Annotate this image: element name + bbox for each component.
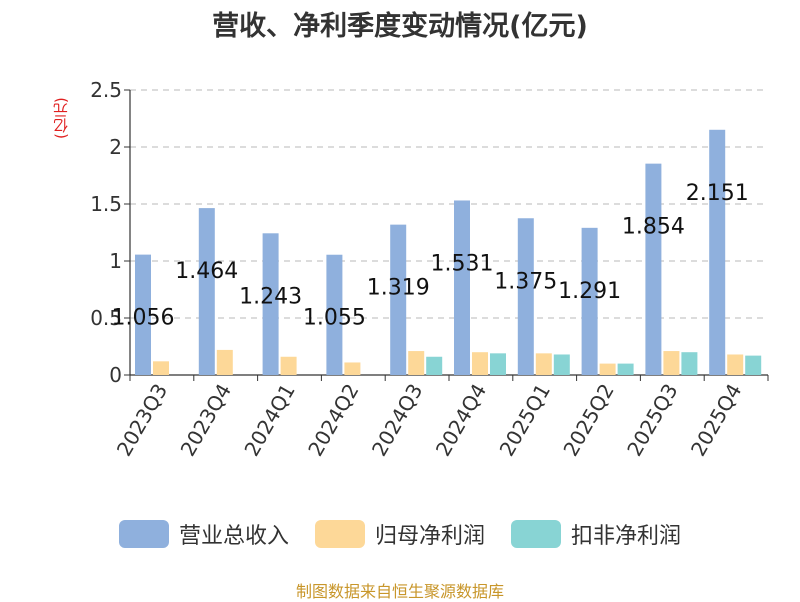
legend-swatch <box>511 520 561 548</box>
bar-net-profit <box>535 353 552 375</box>
data-label: 1.854 <box>622 215 685 240</box>
x-tick-label: 2023Q3 <box>112 380 172 461</box>
x-tick-label: 2024Q1 <box>239 380 299 461</box>
x-tick-label: 2024Q4 <box>431 380 491 461</box>
x-tick-label: 2025Q1 <box>495 380 555 461</box>
y-tick-label: 0 <box>109 363 122 387</box>
bar-deducted-net-profit <box>553 354 570 375</box>
bar-net-profit <box>280 356 297 375</box>
y-tick-label: 2 <box>109 135 122 159</box>
bar-net-profit <box>663 351 680 375</box>
x-tick-label: 2025Q4 <box>686 380 746 461</box>
data-label: 1.056 <box>112 306 175 331</box>
legend-label: 扣非净利润 <box>571 524 682 549</box>
bar-revenue <box>198 208 215 375</box>
bar-deducted-net-profit <box>490 353 506 375</box>
x-tick-label: 2025Q2 <box>558 380 618 461</box>
legend-swatch <box>314 520 365 548</box>
bar-revenue <box>135 254 151 375</box>
bar-net-profit <box>153 361 169 375</box>
bar-revenue <box>517 218 534 375</box>
x-tick-label: 2025Q3 <box>622 380 682 461</box>
legend-item[interactable]: 归母净利润 <box>314 518 485 550</box>
bar-revenue <box>581 227 598 375</box>
legend-item[interactable]: 扣非净利润 <box>511 518 681 550</box>
bar-revenue <box>454 200 470 375</box>
bar-revenue <box>326 254 343 375</box>
bar-deducted-net-profit <box>426 356 443 375</box>
bar-net-profit <box>216 349 233 375</box>
legend-item[interactable]: 营业总收入 <box>118 518 289 550</box>
y-tick-label: 0.5 <box>90 306 122 330</box>
source-note: 制图数据来自恒生聚源数据库 <box>295 582 504 601</box>
data-label: 1.243 <box>239 284 302 309</box>
bar-net-profit <box>408 351 425 375</box>
bar-revenue <box>262 233 279 375</box>
bar-revenue <box>709 129 726 375</box>
data-label: 1.531 <box>431 251 494 276</box>
data-label: 1.055 <box>303 306 366 331</box>
legend-label: 营业总收入 <box>178 524 289 549</box>
bar-net-profit <box>344 362 361 375</box>
bar-revenue <box>390 224 407 375</box>
x-tick-label: 2024Q3 <box>367 380 427 461</box>
data-label: 2.151 <box>686 181 749 206</box>
bar-net-profit <box>599 363 616 375</box>
x-tick-label: 2024Q2 <box>303 380 363 461</box>
bar-revenue <box>645 163 662 375</box>
chart-legend: 营业总收入 归母净利润 扣非净利润 <box>0 518 800 550</box>
bar-net-profit <box>727 354 744 375</box>
chart-title: 营收、净利季度变动情况(亿元) <box>212 11 588 42</box>
bar-deducted-net-profit <box>745 355 762 375</box>
bar-deducted-net-profit <box>681 352 698 375</box>
data-label: 1.319 <box>367 276 430 301</box>
y-tick-label: 2.5 <box>90 78 122 102</box>
bar-net-profit <box>472 352 488 375</box>
x-tick-label: 2023Q4 <box>176 380 236 461</box>
data-label: 1.464 <box>175 259 238 284</box>
legend-swatch <box>118 520 169 548</box>
legend-label: 归母净利润 <box>374 524 485 549</box>
data-label: 1.291 <box>558 279 621 304</box>
bar-deducted-net-profit <box>617 363 634 375</box>
y-tick-label: 1 <box>109 249 122 273</box>
y-tick-label: 1.5 <box>90 192 122 216</box>
data-label: 1.375 <box>494 269 557 294</box>
